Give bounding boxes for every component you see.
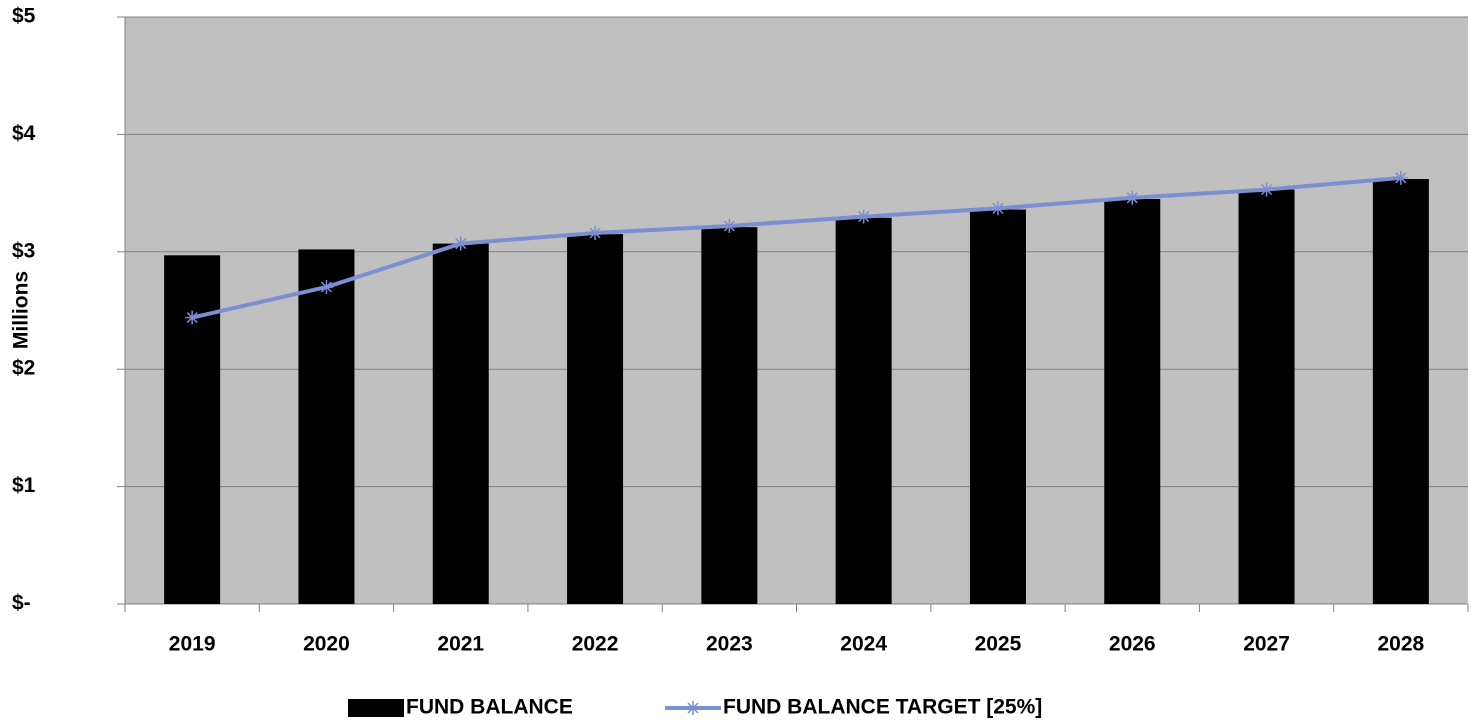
x-tick-label: 2021 (437, 633, 484, 656)
line-marker (722, 218, 737, 233)
x-tick-label: 2019 (169, 633, 216, 656)
x-tick-label: 2024 (840, 633, 887, 656)
y-tick-label: $5 (12, 5, 36, 28)
line (191, 175, 1402, 320)
y-tick-label: $4 (12, 122, 36, 145)
y-tick-label: $2 (12, 357, 35, 380)
y-tick-label: $1 (12, 474, 36, 497)
x-tick-label: 2027 (1243, 633, 1290, 656)
x-tick-label: 2026 (1109, 633, 1156, 656)
line-marker (990, 201, 1005, 216)
bar (1238, 189, 1295, 604)
line-marker (686, 701, 700, 715)
bar (1372, 179, 1429, 604)
y-tick-label: $3 (12, 239, 35, 262)
bar (432, 243, 489, 604)
line-marker (1125, 190, 1140, 205)
bar (567, 234, 624, 604)
bar (164, 255, 221, 604)
x-tick-label: 2025 (975, 633, 1022, 656)
line-marker (1259, 182, 1274, 197)
line-marker (588, 226, 603, 241)
bar (298, 249, 355, 604)
line-marker (1393, 170, 1408, 185)
bar (969, 209, 1026, 604)
legend-label: FUND BALANCE TARGET [25%] (723, 696, 1042, 719)
line-marker (185, 310, 200, 325)
legend-label: FUND BALANCE (406, 696, 573, 719)
y-axis-label: Millions (10, 271, 33, 349)
line-marker (453, 236, 468, 251)
line-marker (856, 209, 871, 224)
x-tick-label: 2022 (572, 633, 619, 656)
bar (1104, 198, 1161, 604)
x-tick-label: 2028 (1377, 633, 1424, 656)
legend-swatch (348, 699, 404, 717)
line-marker (319, 280, 334, 295)
bar (835, 217, 892, 604)
x-tick-label: 2020 (303, 633, 350, 656)
bar (701, 227, 758, 604)
y-tick-label: $- (12, 592, 31, 615)
x-tick-label: 2023 (706, 633, 753, 656)
